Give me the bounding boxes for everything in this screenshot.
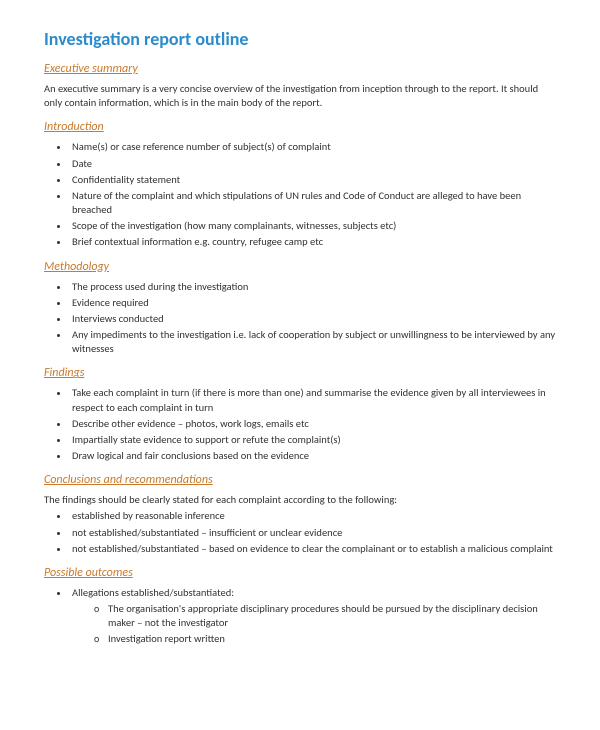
list-item: Brief contextual information e.g. countr… [70, 235, 556, 249]
document-page: Investigation report outline Executive s… [0, 0, 600, 730]
list-item: The process used during the investigatio… [70, 280, 556, 294]
list-item: Describe other evidence – photos, work l… [70, 417, 556, 431]
section-heading-conclusions: Conclusions and recommendations [44, 473, 556, 487]
list-item: Interviews conducted [70, 312, 556, 326]
list-item: Impartially state evidence to support or… [70, 433, 556, 447]
list-item: Any impediments to the investigation i.e… [70, 328, 556, 356]
outcomes-sublist: The organisation's appropriate disciplin… [72, 602, 556, 647]
list-item: Confidentiality statement [70, 173, 556, 187]
introduction-list: Name(s) or case reference number of subj… [44, 140, 556, 249]
sub-list-item: The organisation's appropriate disciplin… [94, 602, 556, 630]
section-heading-introduction: Introduction [44, 120, 556, 134]
findings-list: Take each complaint in turn (if there is… [44, 386, 556, 463]
list-item: Date [70, 157, 556, 171]
section-heading-outcomes: Possible outcomes [44, 566, 556, 580]
list-item: Name(s) or case reference number of subj… [70, 140, 556, 154]
executive-body: An executive summary is a very concise o… [44, 82, 556, 110]
section-heading-executive: Executive summary [44, 62, 556, 76]
list-item: Draw logical and fair conclusions based … [70, 449, 556, 463]
list-item: not established/substantiated – based on… [70, 542, 556, 556]
methodology-list: The process used during the investigatio… [44, 280, 556, 357]
conclusions-list: established by reasonable inference not … [44, 509, 556, 556]
sub-list-item: Investigation report written [94, 632, 556, 646]
section-heading-findings: Findings [44, 366, 556, 380]
list-item: not established/substantiated – insuffic… [70, 526, 556, 540]
list-item: Allegations established/substantiated: T… [70, 586, 556, 647]
list-item: Scope of the investigation (how many com… [70, 219, 556, 233]
list-item: Nature of the complaint and which stipul… [70, 189, 556, 217]
section-heading-methodology: Methodology [44, 260, 556, 274]
list-item: Take each complaint in turn (if there is… [70, 386, 556, 414]
conclusions-body: The findings should be clearly stated fo… [44, 493, 556, 507]
list-item: Evidence required [70, 296, 556, 310]
outcomes-list: Allegations established/substantiated: T… [44, 586, 556, 647]
page-title: Investigation report outline [44, 28, 556, 50]
list-item: established by reasonable inference [70, 509, 556, 523]
outcomes-item-label: Allegations established/substantiated: [72, 586, 234, 599]
